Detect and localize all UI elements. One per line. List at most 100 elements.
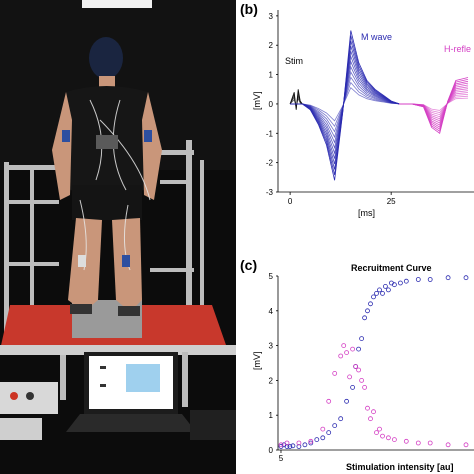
trace-h-reflex (399, 84, 469, 126)
point-m-wave (371, 294, 376, 300)
point-h-reflex (353, 364, 358, 369)
point-m-wave (463, 275, 469, 281)
point-m-wave (326, 430, 332, 436)
trace-m-wave (290, 71, 400, 139)
panel-c-title: Recruitment Curve (351, 263, 432, 273)
panel-b-y-tick-label: 2 (269, 41, 274, 50)
panel-c-axes (277, 276, 474, 451)
point-m-wave (356, 346, 361, 352)
panel-c-points (278, 275, 469, 449)
trace-h-reflex (399, 77, 469, 134)
point-h-reflex (338, 353, 344, 359)
panel-c-y-tick-label: 2 (269, 376, 274, 385)
point-m-wave (415, 277, 421, 282)
point-m-wave (344, 398, 349, 404)
trace-m-wave (290, 30, 400, 181)
point-m-wave (308, 440, 314, 446)
point-m-wave (287, 444, 293, 449)
point-m-wave (374, 290, 379, 296)
point-h-reflex (391, 437, 397, 443)
point-h-reflex (463, 442, 469, 448)
point-h-reflex (377, 426, 382, 432)
point-h-reflex (326, 398, 332, 404)
laptop (66, 352, 196, 432)
panel-b-x-tick-label: 0 (288, 197, 293, 206)
panel-c-y-tick-label: 3 (269, 342, 274, 351)
panel-c-label: (c) (240, 257, 257, 273)
panel-b-ylabel: [mV] (252, 91, 262, 110)
trace-h-reflex (399, 86, 469, 124)
panel-c-y-tick-label: 0 (269, 446, 274, 455)
panel-b-axes (277, 10, 474, 193)
point-m-wave (338, 416, 344, 422)
point-h-reflex (344, 350, 349, 356)
point-h-reflex (368, 416, 373, 422)
point-m-wave (332, 423, 338, 429)
point-h-reflex (341, 343, 347, 349)
point-m-wave (296, 444, 302, 449)
panel-c-x-tick-label: 5 (279, 454, 284, 463)
panel-c-y-tick-label: 1 (269, 411, 274, 420)
point-h-reflex (445, 442, 451, 448)
panel-b-y-tick-label: -1 (266, 129, 274, 138)
panel-b-y-tick-label: 0 (269, 100, 274, 109)
panel-b-xlabel: [ms] (358, 208, 375, 218)
point-m-wave (284, 444, 290, 449)
panel-b-traces (289, 30, 469, 181)
point-m-wave (350, 384, 355, 390)
panel-c-y-tick-label: 5 (269, 272, 274, 281)
treadmill-frame (4, 140, 204, 350)
trace-m-wave (290, 87, 400, 122)
trace-m-wave (290, 81, 400, 127)
point-m-wave (368, 301, 373, 307)
h-reflex-annotation: H-refle (444, 44, 471, 54)
point-m-wave (403, 278, 409, 284)
panel-b-y-tick-label: -3 (266, 188, 274, 197)
m-wave-annotation: M wave (361, 32, 392, 42)
point-h-reflex (284, 440, 290, 446)
panel-c-xlabel: Stimulation intensity [au] (346, 462, 454, 472)
point-h-reflex (371, 409, 376, 415)
panel-b-y-tick-label: -2 (266, 159, 274, 168)
trace-stim (289, 89, 303, 110)
point-h-reflex (296, 440, 302, 446)
point-m-wave (365, 308, 370, 314)
point-h-reflex (427, 440, 433, 446)
point-h-reflex (365, 405, 370, 411)
point-h-reflex (403, 438, 409, 444)
stimulator (0, 382, 236, 440)
point-m-wave (377, 287, 382, 293)
point-h-reflex (374, 430, 379, 436)
point-m-wave (320, 435, 326, 441)
point-m-wave (290, 443, 296, 449)
point-h-reflex (350, 346, 355, 352)
point-h-reflex (356, 367, 361, 373)
point-m-wave (382, 283, 388, 289)
point-h-reflex (415, 440, 421, 446)
point-h-reflex (359, 377, 364, 383)
subject (52, 37, 162, 316)
trace-m-wave (290, 76, 400, 133)
panel-c-y-ticks: 5 4 3 2 1 0 (269, 272, 278, 455)
subject-photo (0, 0, 236, 474)
point-h-reflex (278, 442, 284, 448)
panel-b-label: (b) (240, 1, 258, 17)
panel-b-y-tick-label: 3 (269, 12, 274, 21)
point-h-reflex (385, 435, 391, 441)
point-m-wave (445, 275, 451, 281)
point-m-wave (314, 437, 320, 443)
point-m-wave (302, 442, 308, 448)
point-h-reflex (347, 374, 352, 380)
point-m-wave (385, 287, 391, 293)
panel-b-y-tick-label: 1 (269, 71, 274, 80)
stim-annotation: Stim (285, 56, 303, 66)
panel-b-x-tick-label: 25 (387, 197, 396, 206)
point-h-reflex (362, 384, 368, 390)
point-m-wave (359, 336, 364, 342)
point-m-wave (427, 277, 433, 282)
point-m-wave (397, 280, 403, 286)
panel-c-y-tick-label: 4 (269, 307, 274, 316)
point-h-reflex (380, 433, 385, 439)
